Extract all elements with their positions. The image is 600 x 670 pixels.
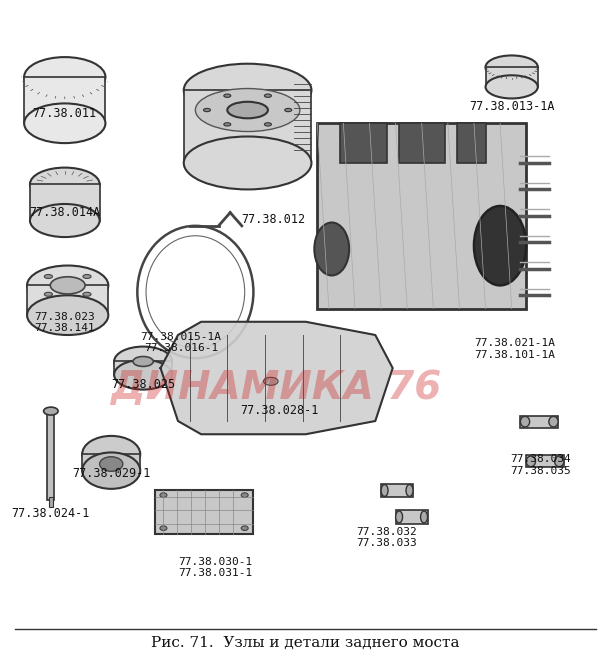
Ellipse shape — [526, 456, 535, 467]
Ellipse shape — [263, 377, 278, 385]
Text: Рис. 71.  Узлы и детали заднего моста: Рис. 71. Узлы и детали заднего моста — [151, 635, 460, 649]
Ellipse shape — [44, 275, 52, 279]
Ellipse shape — [83, 275, 91, 279]
Polygon shape — [161, 322, 393, 434]
Ellipse shape — [27, 295, 109, 335]
FancyBboxPatch shape — [30, 184, 100, 220]
Text: 77.38.013-1А: 77.38.013-1А — [469, 100, 554, 113]
FancyBboxPatch shape — [49, 497, 53, 507]
FancyBboxPatch shape — [155, 490, 253, 533]
Ellipse shape — [160, 493, 167, 497]
Ellipse shape — [549, 416, 558, 427]
Ellipse shape — [27, 265, 109, 306]
Ellipse shape — [520, 416, 530, 427]
FancyBboxPatch shape — [395, 511, 428, 523]
FancyBboxPatch shape — [47, 415, 55, 500]
FancyBboxPatch shape — [457, 123, 485, 163]
Ellipse shape — [227, 102, 268, 119]
Text: 77.38.014А: 77.38.014А — [29, 206, 100, 219]
Ellipse shape — [184, 137, 311, 190]
Text: 77.38.023
77.38.141: 77.38.023 77.38.141 — [34, 312, 95, 334]
FancyBboxPatch shape — [82, 454, 140, 470]
Ellipse shape — [196, 88, 300, 131]
FancyBboxPatch shape — [381, 484, 413, 497]
Text: 77.38.024-1: 77.38.024-1 — [11, 507, 89, 520]
FancyBboxPatch shape — [520, 415, 558, 427]
Ellipse shape — [265, 94, 271, 97]
Text: 77.38.025: 77.38.025 — [111, 378, 175, 391]
Ellipse shape — [133, 356, 153, 366]
Ellipse shape — [44, 407, 58, 415]
Ellipse shape — [265, 123, 271, 126]
Ellipse shape — [114, 360, 172, 389]
Ellipse shape — [381, 484, 388, 496]
Ellipse shape — [474, 206, 526, 285]
Ellipse shape — [30, 168, 100, 201]
Text: 77.38.011: 77.38.011 — [33, 107, 97, 120]
Ellipse shape — [24, 103, 106, 143]
Ellipse shape — [241, 493, 248, 497]
Ellipse shape — [485, 56, 538, 78]
Ellipse shape — [224, 94, 231, 97]
FancyBboxPatch shape — [24, 77, 106, 123]
Ellipse shape — [241, 526, 248, 531]
FancyBboxPatch shape — [27, 285, 109, 315]
Text: 77.38.032
77.38.033: 77.38.032 77.38.033 — [356, 527, 417, 549]
Text: 77.38.028-1: 77.38.028-1 — [241, 405, 319, 417]
Ellipse shape — [406, 484, 413, 496]
FancyBboxPatch shape — [184, 90, 311, 163]
FancyBboxPatch shape — [114, 362, 172, 375]
Text: 77.38.015-1А
77.38.016-1: 77.38.015-1А 77.38.016-1 — [140, 332, 221, 353]
FancyBboxPatch shape — [485, 67, 538, 87]
Ellipse shape — [285, 109, 292, 112]
Ellipse shape — [44, 292, 52, 296]
Ellipse shape — [82, 452, 140, 489]
Text: 77.38.021-1А
77.38.101-1А: 77.38.021-1А 77.38.101-1А — [474, 338, 555, 360]
FancyBboxPatch shape — [317, 123, 526, 308]
Ellipse shape — [554, 456, 564, 467]
Ellipse shape — [203, 109, 211, 112]
Text: 77.38.034
77.38.035: 77.38.034 77.38.035 — [511, 454, 571, 476]
Ellipse shape — [83, 292, 91, 296]
Ellipse shape — [160, 526, 167, 531]
Text: ДИНАМИКА 76: ДИНАМИКА 76 — [112, 369, 442, 407]
Ellipse shape — [30, 204, 100, 237]
Ellipse shape — [421, 511, 428, 523]
Text: 77.38.029-1: 77.38.029-1 — [72, 468, 151, 480]
Ellipse shape — [100, 457, 123, 471]
Ellipse shape — [184, 64, 311, 117]
Text: 77.38.012: 77.38.012 — [242, 212, 306, 226]
Ellipse shape — [485, 75, 538, 98]
Ellipse shape — [82, 436, 140, 472]
Ellipse shape — [314, 222, 349, 275]
Text: 77.38.030-1
77.38.031-1: 77.38.030-1 77.38.031-1 — [179, 557, 253, 578]
Ellipse shape — [50, 277, 85, 294]
FancyBboxPatch shape — [526, 456, 564, 468]
FancyBboxPatch shape — [340, 123, 387, 163]
FancyBboxPatch shape — [398, 123, 445, 163]
Ellipse shape — [224, 123, 231, 126]
Ellipse shape — [114, 346, 172, 377]
Ellipse shape — [395, 511, 403, 523]
Ellipse shape — [24, 57, 106, 96]
